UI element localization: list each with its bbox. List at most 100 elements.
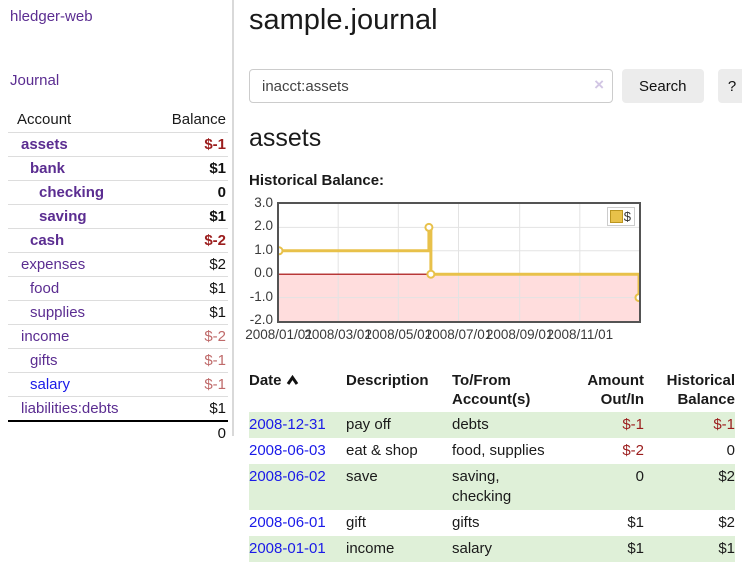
account-balance: $-1 [146, 132, 228, 157]
transaction-amount: 0 [635, 468, 644, 485]
account-link[interactable]: gifts [30, 352, 58, 369]
account-row: income $-2 [8, 324, 228, 349]
y-axis-tick-label: 3.0 [254, 195, 273, 210]
account-balance: $-1 [146, 348, 228, 373]
search-input[interactable] [249, 69, 613, 103]
y-axis-tick-label: 2.0 [254, 218, 273, 234]
main-content: sample.journal × Search ? assets Histori… [234, 0, 742, 582]
y-axis-tick-label: -1.0 [249, 288, 273, 304]
x-axis-tick-label: 2008/09/01 [485, 327, 554, 342]
accounts-table-header: Account Balance [8, 108, 228, 133]
transaction-accounts: saving, checking [452, 468, 512, 505]
account-link[interactable]: income [21, 328, 70, 345]
account-balance: $1 [146, 156, 228, 181]
data-point-marker [426, 269, 436, 279]
sidebar-item-journal[interactable]: Journal [10, 72, 60, 89]
x-axis-tick-label: 2008/05/01 [364, 327, 433, 342]
data-point-marker [279, 246, 284, 256]
transaction-description: save [346, 468, 378, 485]
account-balance: $1 [146, 276, 228, 301]
transaction-description: pay off [346, 416, 391, 433]
account-row: supplies $1 [8, 300, 228, 325]
x-axis-tick-label: 2008/03/01 [304, 327, 372, 342]
search-form: × Search ? [249, 69, 742, 103]
register-row: 2008-06-03 eat & shop food, supplies $-2… [249, 438, 735, 464]
transaction-date-link[interactable]: 2008-12-31 [249, 416, 326, 433]
y-axis-tick-label: 0.0 [254, 265, 273, 281]
accounts-total-balance: 0 [146, 420, 228, 445]
account-link[interactable]: checking [39, 184, 105, 201]
account-link[interactable]: salary [30, 376, 71, 393]
transaction-date-link[interactable]: 2008-06-02 [249, 468, 326, 485]
account-link[interactable]: supplies [30, 304, 86, 321]
transaction-accounts: food, supplies [452, 442, 545, 459]
transaction-description: gift [346, 514, 367, 531]
transaction-description: income [346, 540, 395, 557]
register-header-date[interactable]: Date [249, 369, 346, 412]
account-row: assets $-1 [8, 132, 228, 157]
account-row: saving $1 [8, 204, 228, 229]
account-link[interactable]: liabilities:debts [21, 400, 119, 417]
register-row: 2008-01-01 income salary $1 $1 [249, 536, 735, 562]
transaction-amount: $1 [627, 540, 644, 557]
account-row: liabilities:debts $1 [8, 396, 228, 421]
account-balance: 0 [146, 180, 228, 205]
account-link[interactable]: assets [21, 136, 68, 153]
account-link[interactable]: bank [30, 160, 66, 177]
account-row: bank $1 [8, 156, 228, 181]
transaction-date-link[interactable]: 2008-06-01 [249, 514, 326, 531]
y-axis-tick-label: 1.0 [254, 241, 273, 257]
chart-title: Historical Balance: [249, 172, 385, 189]
transaction-accounts: salary [452, 540, 493, 557]
transaction-balance: $-1 [713, 416, 735, 433]
account-link[interactable]: food [30, 280, 60, 297]
legend-label: $ [623, 209, 631, 224]
data-point-marker [634, 293, 639, 303]
account-balance: $-2 [146, 228, 228, 253]
transaction-accounts: gifts [452, 514, 480, 531]
transaction-accounts: debts [452, 416, 489, 433]
register-row: 2008-06-01 gift gifts $1 $2 [249, 510, 735, 536]
sort-ascending-icon [286, 374, 298, 385]
transaction-balance: $1 [718, 540, 735, 557]
register-table: Date Description To/From Account(s) Amou… [249, 369, 735, 562]
account-row: checking 0 [8, 180, 228, 205]
account-row: food $1 [8, 276, 228, 301]
help-button[interactable]: ? [717, 69, 742, 103]
chart-legend: $ [606, 207, 635, 226]
x-axis-tick-label: 2008/07/01 [424, 327, 493, 342]
transaction-balance: $2 [718, 468, 735, 485]
account-row: salary $-1 [8, 372, 228, 397]
account-balance: $-1 [146, 372, 228, 397]
y-axis-tick-label: -2.0 [249, 312, 273, 327]
app-title-link[interactable]: hledger-web [10, 8, 93, 25]
transaction-amount: $1 [627, 514, 644, 531]
account-balance: $1 [146, 300, 228, 325]
account-link[interactable]: cash [30, 232, 65, 249]
accounts-header-balance: Balance [171, 111, 226, 128]
register-header-row: Date Description To/From Account(s) Amou… [249, 369, 735, 412]
historical-balance-chart: $ 3.0 2.0 1.0 0.0 -1.0 -2.0 2008/01/01 2008/03/… [245, 195, 645, 348]
account-row: cash $-2 [8, 228, 228, 253]
account-row: gifts $-1 [8, 348, 228, 373]
account-link[interactable]: saving [39, 208, 87, 225]
register-header-balance: Historical Balance [666, 372, 735, 408]
register-header-accounts: To/From Account(s) [452, 372, 531, 408]
account-link[interactable]: expenses [21, 256, 86, 273]
accounts-total-row: 0 [8, 420, 228, 445]
legend-swatch-dollar [609, 210, 623, 223]
clear-search-icon[interactable]: × [594, 75, 604, 94]
transaction-date-link[interactable]: 2008-01-01 [249, 540, 326, 557]
account-balance: $-2 [146, 324, 228, 349]
transaction-amount: $-1 [622, 416, 644, 433]
register-header-amount: Amount Out/In [587, 372, 644, 408]
account-balance: $1 [146, 204, 228, 229]
page-title: sample.journal [249, 4, 438, 36]
account-heading: assets [249, 124, 322, 152]
search-button[interactable]: Search [622, 69, 704, 103]
account-balance: $1 [146, 396, 228, 421]
register-header-description: Description [346, 372, 429, 389]
account-balance: $2 [146, 252, 228, 277]
transaction-date-link[interactable]: 2008-06-03 [249, 442, 326, 459]
